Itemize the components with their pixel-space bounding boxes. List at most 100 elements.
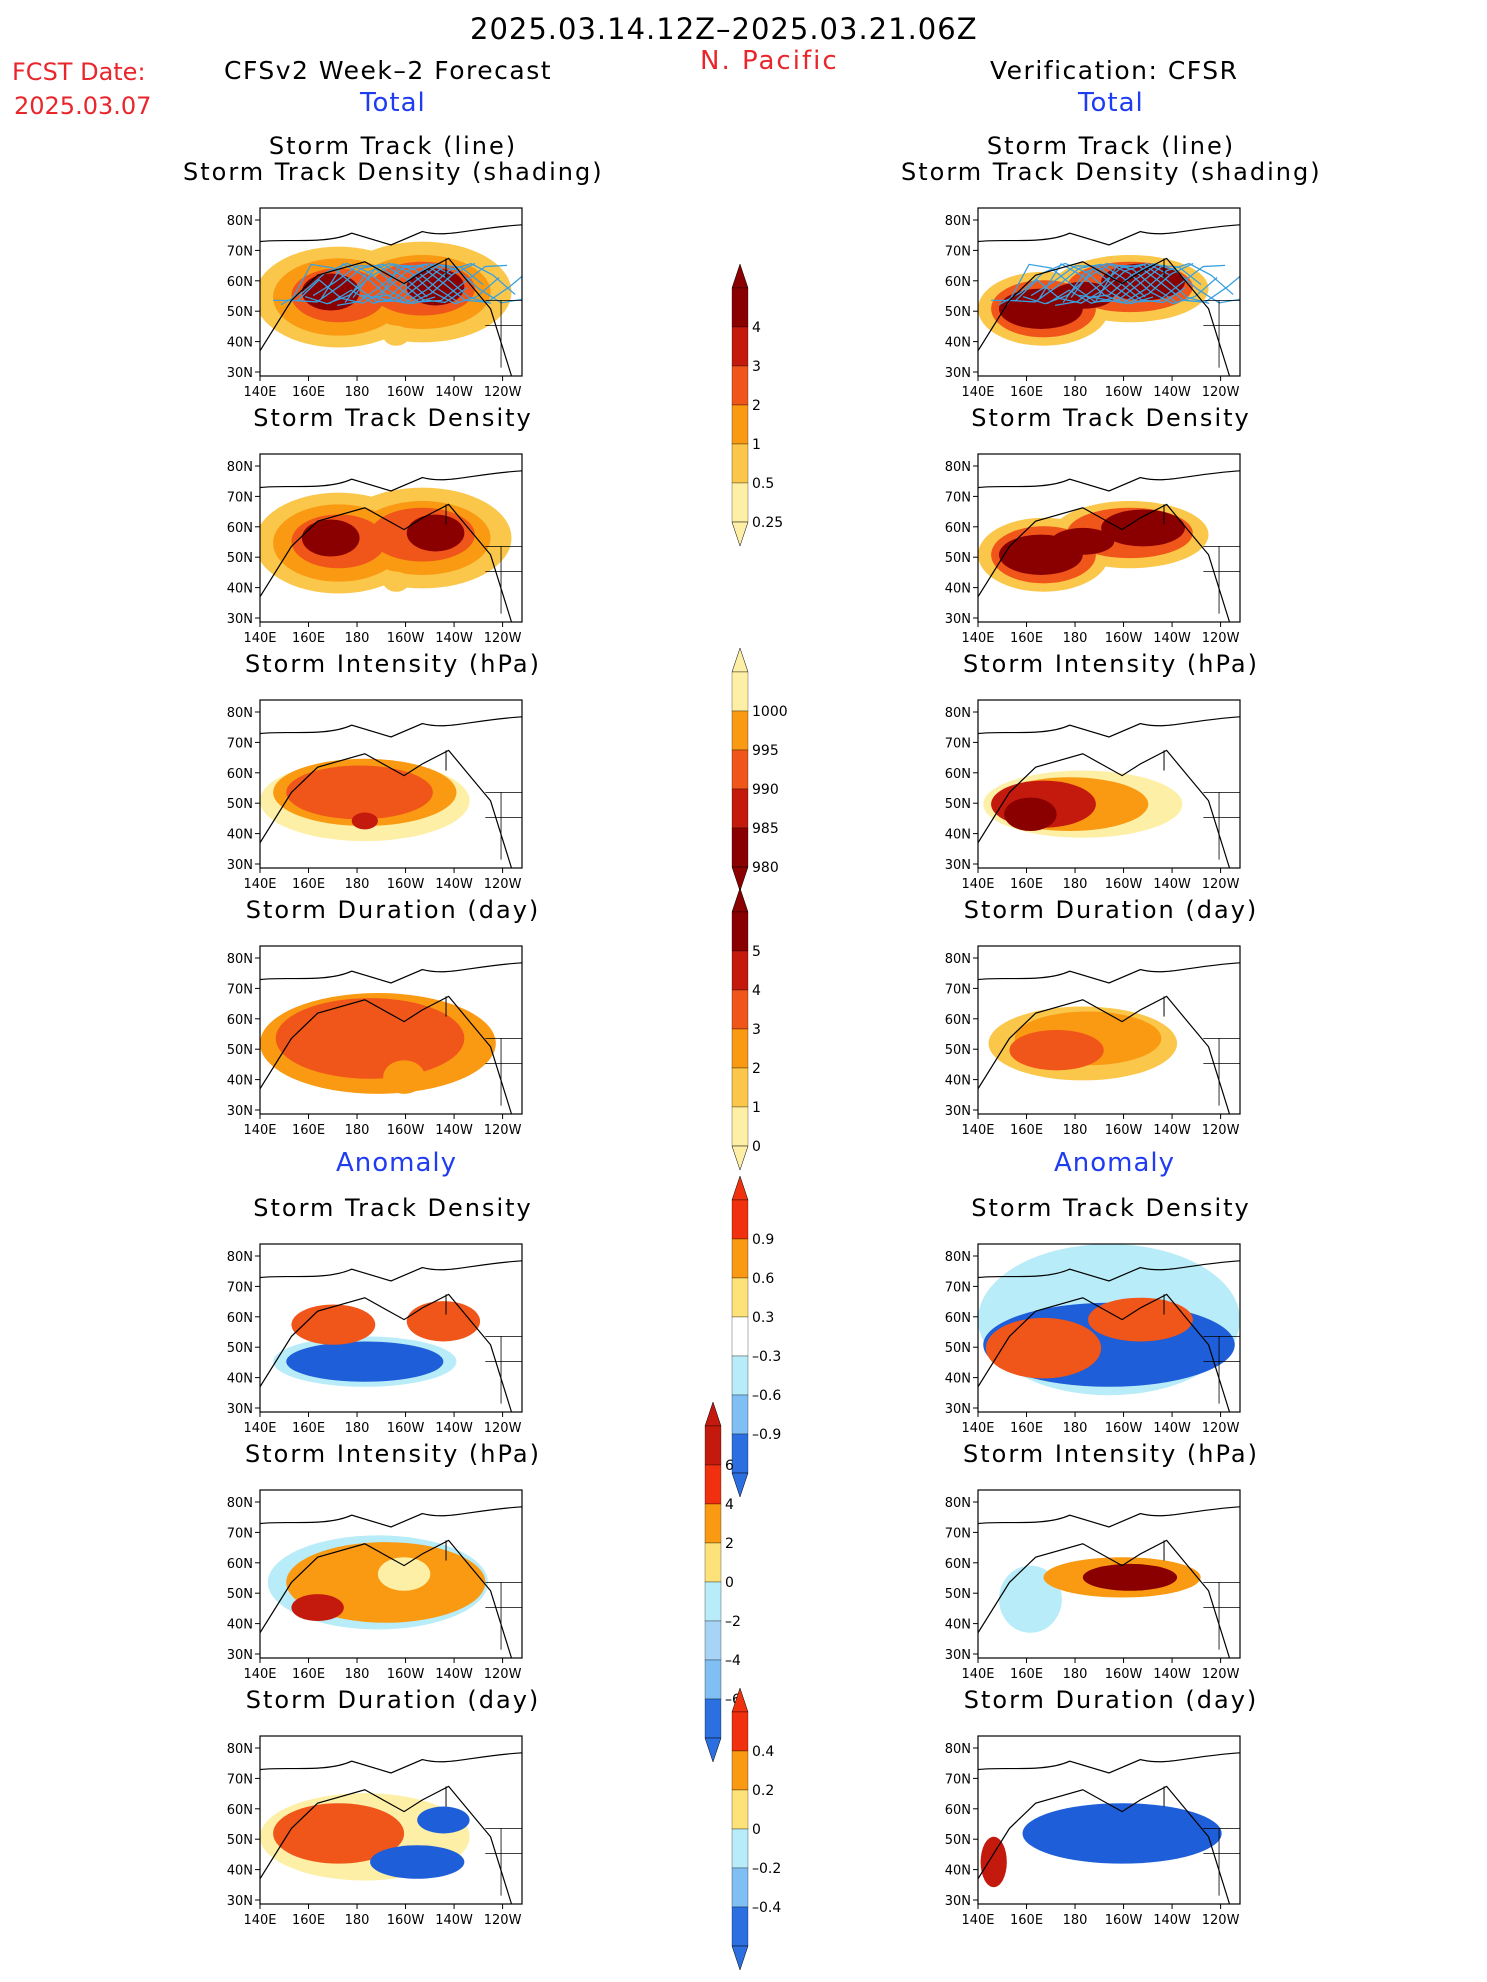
lon-tick-label: 140E	[961, 631, 994, 646]
lon-tick-label: 180	[1063, 877, 1088, 892]
title-density-left: Storm Track Density	[253, 404, 533, 432]
storm-track-line	[320, 262, 476, 305]
shading-region	[275, 998, 465, 1079]
lat-tick-label: 80N	[227, 952, 253, 967]
lon-tick-label: 160W	[387, 1123, 425, 1138]
state-borders	[1203, 1038, 1240, 1106]
colorbar-label: –4	[725, 1653, 741, 1669]
lat-tick-label: 30N	[945, 612, 971, 627]
colorbar-label: 1000	[752, 704, 788, 720]
lon-tick-label: 140W	[435, 1421, 473, 1436]
lon-tick-label: 160W	[387, 1421, 425, 1436]
colorbar-label: 0.6	[752, 1271, 774, 1287]
colorbar-segment	[731, 989, 749, 1030]
colorbar-segment	[704, 1464, 722, 1505]
lat-tick-label: 50N	[945, 305, 971, 320]
arctic-coastline	[978, 1752, 1240, 1774]
lon-tick-label: 120W	[484, 385, 522, 400]
lon-tick-label: 180	[345, 631, 370, 646]
map-frame	[259, 207, 523, 377]
pacific-coastline	[260, 503, 513, 622]
map-frame	[259, 1489, 523, 1659]
state-borders	[485, 1336, 522, 1404]
lon-tick-label: 160W	[1105, 1123, 1143, 1138]
lon-tick-label: 180	[345, 1421, 370, 1436]
lat-tick-label: 70N	[945, 736, 971, 751]
lat-tick-label: 80N	[945, 1496, 971, 1511]
colorbar-segment	[731, 950, 749, 991]
lat-tick-label: 70N	[227, 1772, 253, 1787]
colorbar-segment	[731, 326, 749, 367]
lat-tick-label: 70N	[945, 982, 971, 997]
lon-tick-label: 120W	[1202, 1913, 1240, 1928]
lon-tick-label: 140W	[1153, 1667, 1191, 1682]
colorbar-segment	[704, 1659, 722, 1700]
lat-tick-label: 30N	[945, 858, 971, 873]
lon-tick-label: 180	[345, 1123, 370, 1138]
lat-tick-label: 40N	[227, 1074, 253, 1089]
lon-tick-label: 140W	[1153, 1913, 1191, 1928]
title-density-right: Storm Track Density	[971, 404, 1251, 432]
lat-tick-label: 70N	[945, 244, 971, 259]
lon-tick-label: 140W	[435, 877, 473, 892]
colorbar-segment	[731, 1789, 749, 1830]
state-borders	[485, 546, 522, 614]
colorbar-segment	[731, 1199, 749, 1240]
lat-tick-label: 30N	[945, 1402, 971, 1417]
lat-tick-label: 40N	[227, 582, 253, 597]
state-borders	[485, 1582, 522, 1650]
pacific-coastline	[260, 1293, 513, 1412]
title-duration-anom-right: Storm Duration (day)	[963, 1686, 1259, 1714]
colorbar-label: 0	[725, 1575, 734, 1591]
colorbar-segment	[731, 1067, 749, 1108]
lat-tick-label: 80N	[227, 1250, 253, 1265]
shading-region	[985, 1317, 1102, 1379]
lat-tick-label: 70N	[945, 1772, 971, 1787]
colorbar-label: 0.2	[752, 1783, 774, 1799]
lon-tick-label: 140E	[243, 1667, 276, 1682]
arctic-coastline	[260, 716, 522, 738]
lat-tick-label: 80N	[227, 214, 253, 229]
shading-region	[286, 1341, 444, 1382]
colorbar-segment	[731, 1028, 749, 1069]
shading-region	[291, 1304, 376, 1345]
state-borders	[1203, 792, 1240, 860]
lat-tick-label: 60N	[227, 521, 253, 536]
lon-tick-label: 160W	[1105, 385, 1143, 400]
map-frame	[259, 699, 523, 869]
forecast-total-label: Total	[360, 88, 426, 118]
lat-tick-label: 50N	[945, 1043, 971, 1058]
lon-tick-label: 120W	[1202, 631, 1240, 646]
state-borders	[485, 792, 522, 860]
lon-tick-label: 160W	[1105, 1913, 1143, 1928]
track-total-right-map: 80N 70N 60N 50N 40N 30N 140E 160E 180 160W 140W 120…	[945, 207, 1241, 400]
lat-tick-label: 30N	[945, 1104, 971, 1119]
lon-tick-label: 140W	[435, 631, 473, 646]
colorbar-density_anom: 0.9 0.6 0.3 –0.3 –0.6 –0.9	[731, 1175, 781, 1498]
lat-tick-label: 70N	[945, 1280, 971, 1295]
pacific-coastline	[260, 1785, 513, 1904]
lat-tick-label: 40N	[227, 1618, 253, 1633]
title-intensity-right: Storm Intensity (hPa)	[963, 650, 1259, 678]
map-frame	[977, 207, 1241, 377]
lat-tick-label: 40N	[945, 336, 971, 351]
colorbar-label: 0	[752, 1822, 761, 1838]
colorbar-label: 0.3	[752, 1310, 774, 1326]
lon-tick-label: 160E	[1010, 1421, 1043, 1436]
lat-tick-label: 80N	[945, 952, 971, 967]
lon-tick-label: 140E	[243, 1123, 276, 1138]
map-frame	[259, 1735, 523, 1905]
colorbar-intensity_total: 1000 995 990 985 980	[731, 647, 788, 892]
lat-tick-label: 60N	[945, 1803, 971, 1818]
lat-tick-label: 50N	[945, 1341, 971, 1356]
storm-track-line	[1046, 264, 1202, 305]
colorbar-segment	[704, 1620, 722, 1661]
duration-total-right-map: 80N 70N 60N 50N 40N 30N 140E 160E 180 160W 140W 120…	[945, 945, 1241, 1138]
lat-tick-label: 50N	[945, 551, 971, 566]
verification-column-title: Verification: CFSR	[990, 56, 1239, 85]
lat-tick-label: 80N	[227, 460, 253, 475]
colorbar-segment	[731, 710, 749, 751]
lat-tick-label: 50N	[227, 1341, 253, 1356]
lat-tick-label: 40N	[227, 336, 253, 351]
lon-tick-label: 160W	[1105, 631, 1143, 646]
